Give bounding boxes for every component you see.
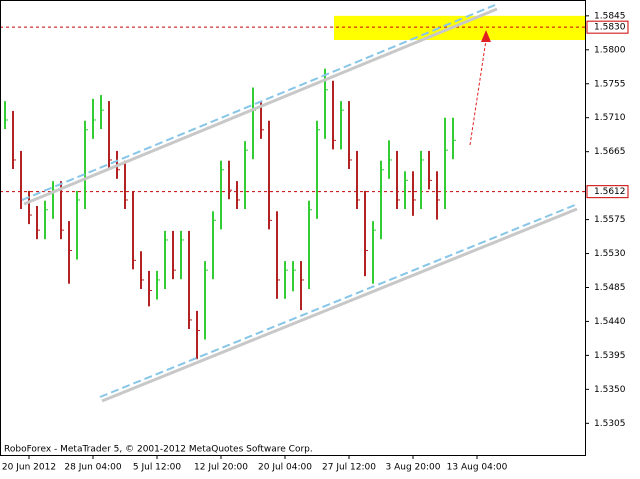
x-tick-label: 27 Jul 12:00 — [322, 463, 376, 473]
forecast-arrow — [469, 39, 487, 146]
level-box — [586, 185, 629, 199]
x-tick-label: 20 Jul 04:00 — [258, 463, 312, 473]
price-bar — [380, 160, 384, 240]
price-bar — [60, 181, 64, 240]
price-bar — [284, 261, 288, 299]
y-tick-label: 1.5845 — [594, 11, 626, 21]
price-bar — [92, 98, 96, 139]
price-bar — [180, 230, 184, 280]
price-bar — [204, 261, 208, 340]
y-tick-label: 1.5440 — [594, 317, 626, 327]
channel-shadow — [101, 207, 578, 403]
channel-shadow — [23, 7, 498, 206]
y-tick-label: 1.5395 — [594, 351, 626, 361]
price-bar — [332, 80, 336, 150]
x-tick-label: 20 Jun 2012 — [2, 463, 56, 473]
price-bar — [196, 310, 200, 360]
price-bar — [172, 230, 176, 280]
y-tick-label: 1.5305 — [594, 419, 626, 429]
y-tick-label: 1.5800 — [594, 45, 626, 55]
channel-upper — [21, 4, 496, 201]
y-tick-label: 1.5530 — [594, 249, 626, 259]
price-bar — [84, 120, 88, 210]
price-bar — [228, 160, 232, 200]
price-bar — [308, 200, 312, 289]
price-bar — [244, 141, 248, 210]
price-bar — [36, 205, 40, 240]
level-box — [586, 20, 629, 34]
price-bar — [452, 117, 456, 160]
price-bar — [340, 101, 344, 150]
price-bar — [292, 261, 296, 292]
price-bar — [12, 110, 16, 170]
price-bar — [68, 221, 72, 284]
price-bar — [100, 95, 104, 130]
price-bar — [396, 150, 400, 210]
y-tick-label: 1.5485 — [594, 283, 626, 293]
price-bar — [300, 261, 304, 311]
price-bar — [140, 251, 144, 289]
price-bar — [156, 270, 160, 300]
price-bar — [44, 200, 48, 240]
price-bar — [412, 171, 416, 216]
price-bar — [268, 120, 272, 230]
y-tick-label: 1.5755 — [594, 79, 626, 89]
y-tick-label: 1.5350 — [594, 385, 626, 395]
x-tick-label: 28 Jun 04:00 — [64, 463, 121, 473]
price-bar — [220, 160, 224, 230]
price-bar — [236, 181, 240, 210]
price-bar — [348, 101, 352, 170]
price-bar — [188, 230, 192, 329]
price-bar — [444, 117, 448, 210]
price-bar — [316, 120, 320, 219]
arrow-head — [481, 30, 491, 42]
price-bar — [4, 101, 8, 130]
price-bar — [124, 160, 128, 210]
price-bar — [276, 211, 280, 299]
y-tick-label: 1.5665 — [594, 147, 626, 157]
price-bar — [148, 270, 152, 307]
price-bar — [428, 150, 432, 190]
price-bar — [364, 190, 368, 277]
x-tick-label: 5 Jul 12:00 — [133, 463, 182, 473]
y-tick-label: 1.5575 — [594, 215, 626, 225]
level-label: 1.5830 — [594, 23, 626, 33]
y-tick-label: 1.5710 — [594, 113, 626, 123]
level-label: 1.5612 — [594, 187, 626, 197]
price-bar — [436, 171, 440, 220]
price-bar — [212, 211, 216, 280]
channel-lower — [99, 204, 576, 398]
price-bar — [372, 221, 376, 284]
price-bar — [132, 190, 136, 270]
price-bar — [420, 150, 424, 210]
plot-frame — [0, 0, 586, 456]
footer: RoboForex - MetaTrader 5, © 2001-2012 Me… — [4, 445, 313, 455]
x-tick-label: 3 Aug 20:00 — [386, 463, 441, 473]
price-bar — [164, 230, 168, 289]
price-bar — [388, 140, 392, 179]
x-tick-label: 13 Aug 04:00 — [447, 463, 508, 473]
price-bar — [108, 101, 112, 170]
price-bar — [76, 190, 80, 260]
price-bar — [356, 150, 360, 210]
price-bar — [404, 171, 408, 210]
x-tick-label: 12 Jul 20:00 — [194, 463, 248, 473]
